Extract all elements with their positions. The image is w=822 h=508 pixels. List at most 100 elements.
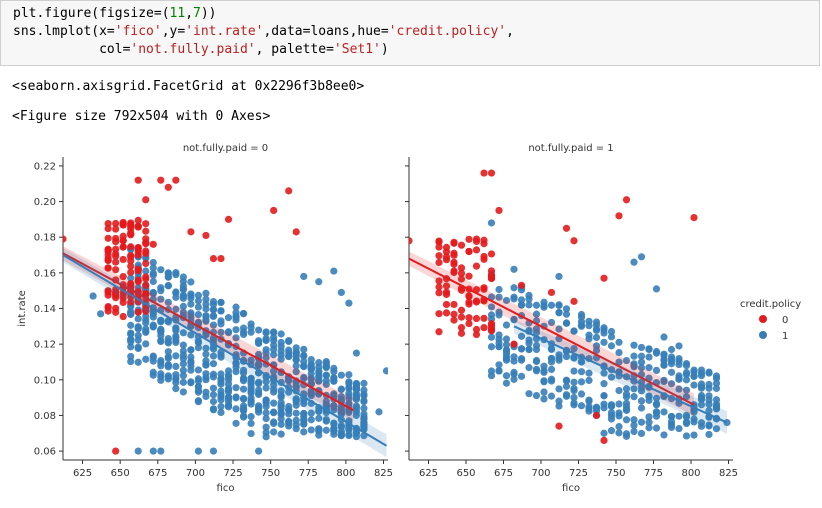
point-policy-1 bbox=[270, 408, 278, 416]
point-policy-1 bbox=[179, 366, 187, 374]
x-axis-label: fico bbox=[562, 483, 580, 494]
point-policy-1 bbox=[187, 353, 195, 361]
point-policy-0 bbox=[442, 309, 451, 317]
point-policy-1 bbox=[525, 390, 533, 398]
point-policy-1 bbox=[645, 392, 653, 401]
point-policy-1 bbox=[315, 363, 323, 371]
point-policy-1 bbox=[615, 358, 623, 366]
point-policy-1 bbox=[345, 392, 353, 400]
point-policy-1 bbox=[487, 219, 496, 227]
point-policy-1 bbox=[127, 321, 135, 329]
point-policy-1 bbox=[502, 347, 511, 355]
point-policy-1 bbox=[224, 367, 233, 375]
point-policy-1 bbox=[525, 291, 533, 300]
point-policy-1 bbox=[607, 327, 616, 336]
point-policy-1 bbox=[577, 313, 586, 321]
point-policy-1 bbox=[277, 402, 285, 410]
point-policy-0 bbox=[450, 258, 458, 266]
point-policy-1 bbox=[224, 393, 233, 401]
point-policy-1 bbox=[149, 323, 157, 331]
point-policy-1 bbox=[562, 391, 571, 399]
point-policy-1 bbox=[600, 329, 608, 337]
point-policy-1 bbox=[172, 371, 180, 379]
point-policy-1 bbox=[307, 355, 315, 364]
point-policy-1 bbox=[712, 402, 721, 411]
point-policy-1 bbox=[570, 354, 578, 362]
point-policy-1 bbox=[315, 427, 323, 435]
point-policy-1 bbox=[307, 416, 315, 424]
code-cell[interactable]: plt.figure(figsize=(11,7)) sns.lmplot(x=… bbox=[0, 0, 820, 66]
point-policy-1 bbox=[262, 423, 270, 431]
point-policy-0 bbox=[457, 269, 466, 277]
point-policy-1 bbox=[622, 399, 631, 407]
point-policy-1 bbox=[622, 416, 631, 424]
point-policy-1 bbox=[547, 354, 556, 363]
point-policy-1 bbox=[270, 351, 278, 359]
point-policy-1 bbox=[224, 372, 233, 381]
point-policy-1 bbox=[570, 393, 578, 402]
point-policy-1 bbox=[487, 293, 496, 301]
point-policy-1 bbox=[232, 334, 240, 342]
point-policy-0 bbox=[435, 310, 443, 318]
point-policy-1 bbox=[179, 285, 187, 293]
point-policy-1 bbox=[705, 421, 713, 429]
point-policy-1 bbox=[510, 375, 518, 383]
point-policy-1 bbox=[285, 337, 293, 345]
point-policy-1 bbox=[360, 415, 368, 423]
point-policy-1 bbox=[615, 386, 623, 395]
facetgrid-output: <seaborn.axisgrid.FacetGrid at 0x2296f3b… bbox=[12, 79, 365, 94]
point-policy-1 bbox=[217, 317, 225, 325]
point-policy-1 bbox=[705, 384, 713, 392]
point-policy-0 bbox=[480, 240, 488, 248]
point-policy-1 bbox=[300, 357, 308, 365]
point-policy-1 bbox=[345, 371, 353, 379]
point-policy-1 bbox=[292, 416, 300, 424]
point-policy-1 bbox=[637, 404, 646, 412]
point-policy-1 bbox=[285, 353, 293, 361]
point-policy-1 bbox=[570, 387, 578, 395]
point-policy-1 bbox=[570, 378, 578, 386]
point-policy-1 bbox=[277, 393, 285, 401]
point-policy-0 bbox=[112, 308, 120, 316]
point-policy-1 bbox=[97, 310, 105, 318]
point-policy-1 bbox=[247, 413, 255, 421]
point-policy-1 bbox=[232, 368, 240, 376]
point-policy-1 bbox=[255, 378, 263, 386]
point-policy-1 bbox=[570, 327, 578, 335]
point-policy-1 bbox=[562, 382, 571, 390]
point-policy-1 bbox=[142, 340, 150, 348]
point-policy-0 bbox=[134, 223, 142, 231]
point-policy-1 bbox=[502, 341, 511, 349]
point-policy-0 bbox=[570, 297, 578, 305]
point-policy-1 bbox=[127, 338, 135, 346]
point-policy-1 bbox=[285, 406, 293, 414]
point-policy-0 bbox=[487, 322, 496, 330]
point-policy-1 bbox=[262, 384, 270, 392]
point-policy-1 bbox=[157, 316, 165, 324]
point-policy-1 bbox=[697, 380, 706, 388]
point-policy-0 bbox=[450, 238, 458, 246]
point-policy-1 bbox=[157, 356, 165, 365]
point-policy-0 bbox=[142, 227, 150, 235]
point-policy-1 bbox=[217, 328, 225, 336]
point-policy-1 bbox=[600, 338, 608, 346]
point-policy-0 bbox=[127, 243, 135, 251]
point-policy-1 bbox=[547, 301, 556, 309]
point-policy-1 bbox=[149, 447, 157, 455]
point-policy-1 bbox=[337, 385, 345, 394]
point-policy-1 bbox=[202, 300, 210, 308]
legend-title: credit.policy bbox=[740, 299, 801, 310]
point-policy-1 bbox=[172, 326, 180, 335]
point-policy-1 bbox=[630, 416, 638, 424]
point-policy-0 bbox=[119, 255, 127, 264]
point-policy-1 bbox=[615, 348, 623, 357]
point-policy-1 bbox=[607, 412, 616, 420]
point-policy-1 bbox=[194, 291, 203, 300]
point-policy-0 bbox=[480, 314, 488, 322]
point-policy-1 bbox=[194, 303, 203, 311]
point-policy-1 bbox=[712, 372, 721, 380]
point-policy-0 bbox=[600, 274, 608, 282]
point-policy-1 bbox=[570, 367, 578, 375]
point-policy-1 bbox=[510, 316, 518, 324]
point-policy-0 bbox=[690, 214, 698, 222]
